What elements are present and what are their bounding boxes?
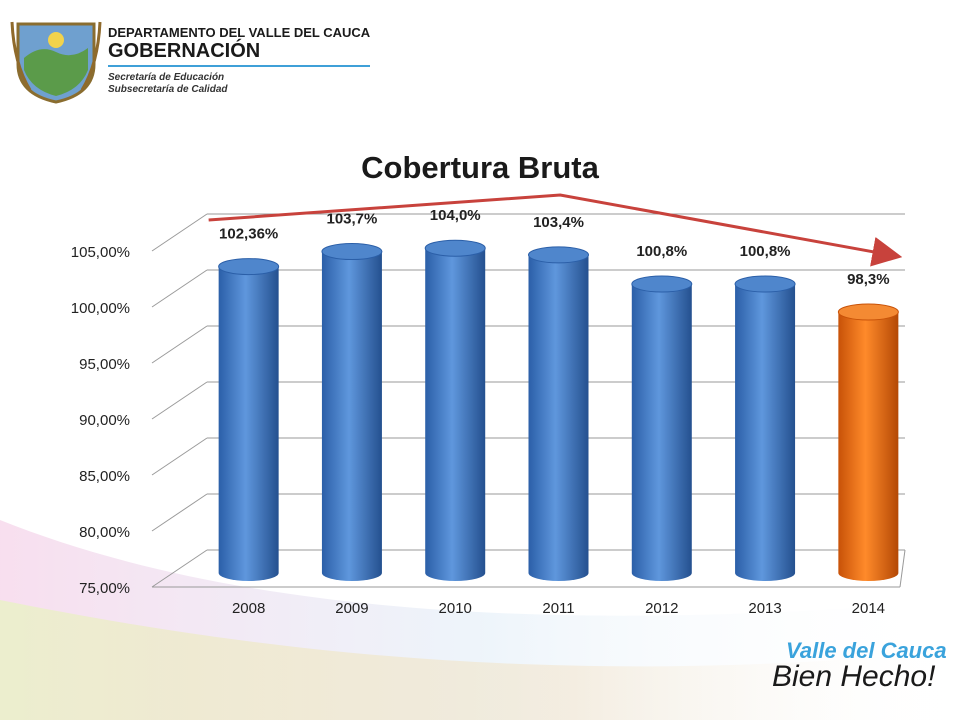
- data-label: 103,4%: [533, 214, 584, 231]
- data-label: 98,3%: [847, 271, 890, 288]
- x-tick-label: 2012: [645, 600, 678, 617]
- bar: [735, 284, 796, 581]
- x-tick-label: 2014: [852, 600, 885, 617]
- gridline-side: [151, 269, 208, 308]
- y-tick-label: 100,00%: [71, 300, 130, 317]
- gridline-side: [151, 437, 208, 476]
- x-tick-label: 2013: [748, 600, 781, 617]
- data-label: 102,36%: [219, 226, 278, 243]
- brand-line-1: Valle del Cauca: [786, 638, 947, 663]
- department-title: DEPARTAMENTO DEL VALLE DEL CAUCA: [108, 25, 371, 40]
- data-label: 100,8%: [636, 243, 687, 260]
- data-label: 103,7%: [326, 211, 377, 228]
- bar-cap: [528, 246, 589, 264]
- bar-cap: [837, 303, 899, 321]
- trend-arrow: [208, 193, 903, 267]
- y-tick-label: 80,00%: [79, 524, 130, 541]
- y-tick-label: 105,00%: [71, 244, 130, 261]
- gridline-side: [151, 325, 208, 364]
- data-label: 100,8%: [740, 243, 791, 260]
- x-tick-label: 2009: [335, 600, 368, 617]
- subsecretariat-label: Subsecretaría de Calidad: [108, 84, 228, 95]
- bar: [425, 248, 486, 581]
- gridline-side: [151, 549, 208, 588]
- bar: [321, 251, 382, 581]
- bar-cap: [424, 239, 486, 257]
- x-tick-label: 2010: [439, 600, 472, 617]
- bar-cap: [218, 258, 280, 276]
- bar: [528, 254, 589, 582]
- x-tick-label: 2008: [232, 600, 265, 617]
- header-divider: [108, 65, 370, 67]
- gridline-side: [151, 381, 208, 420]
- y-tick-label: 90,00%: [79, 412, 130, 429]
- floor-right-edge: [899, 549, 906, 588]
- bar-cap: [321, 243, 383, 261]
- x-tick-label: 2011: [542, 600, 574, 617]
- y-tick-label: 95,00%: [79, 356, 130, 373]
- bar-cap: [734, 275, 796, 293]
- data-label: 104,0%: [430, 207, 481, 224]
- chart-title: Cobertura Bruta: [361, 150, 599, 185]
- gridline-side: [151, 213, 208, 252]
- bar: [838, 312, 899, 581]
- bar-cap: [631, 275, 693, 293]
- bar: [631, 284, 692, 581]
- bar: [218, 266, 279, 581]
- office-title: GOBERNACIÓN: [108, 40, 261, 62]
- gridline-side: [151, 493, 208, 532]
- brand-line-2: Bien Hecho!: [772, 660, 936, 693]
- secretariat-label: Secretaría de Educación: [108, 72, 225, 83]
- y-tick-label: 85,00%: [79, 468, 130, 485]
- y-tick-label: 75,00%: [79, 580, 130, 597]
- coat-of-arms-icon: [10, 21, 102, 104]
